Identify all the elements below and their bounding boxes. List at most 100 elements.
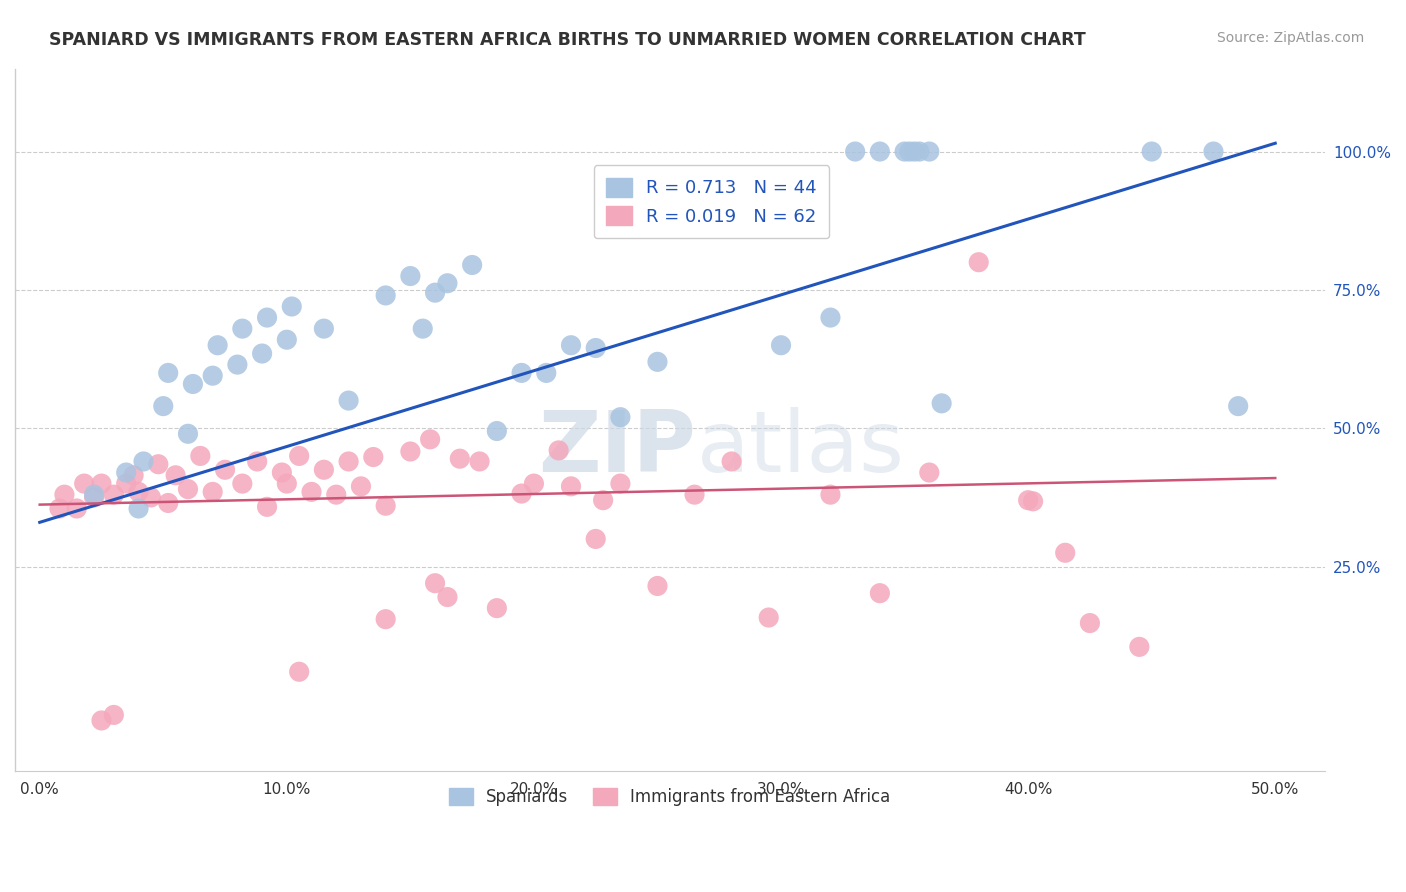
Point <box>918 145 941 159</box>
Point <box>609 476 631 491</box>
Point <box>1078 615 1101 630</box>
Point <box>139 491 162 505</box>
Point <box>207 338 229 352</box>
Point <box>898 145 921 159</box>
Point <box>510 486 533 500</box>
Point <box>485 424 508 438</box>
Text: ZIP: ZIP <box>538 407 696 490</box>
Point <box>908 145 931 159</box>
Point <box>449 451 471 466</box>
Point <box>363 450 385 464</box>
Point <box>201 484 224 499</box>
Point <box>152 399 174 413</box>
Point <box>1128 640 1150 654</box>
Point <box>132 454 155 468</box>
Point <box>312 463 335 477</box>
Point <box>276 333 298 347</box>
Point <box>1017 493 1039 508</box>
Point <box>560 338 582 352</box>
Point <box>931 396 953 410</box>
Point <box>90 714 112 728</box>
Point <box>399 444 422 458</box>
Point <box>1054 546 1077 560</box>
Point <box>758 610 780 624</box>
Point <box>374 612 396 626</box>
Point <box>103 488 125 502</box>
Point <box>201 368 224 383</box>
Point <box>256 500 278 514</box>
Point <box>231 476 253 491</box>
Point <box>647 355 669 369</box>
Point <box>585 341 607 355</box>
Point <box>683 488 706 502</box>
Point <box>83 488 105 502</box>
Point <box>115 466 138 480</box>
Point <box>1140 145 1163 159</box>
Point <box>276 476 298 491</box>
Point <box>374 288 396 302</box>
Point <box>903 145 925 159</box>
Point <box>103 707 125 722</box>
Point <box>436 277 458 291</box>
Point <box>720 454 742 468</box>
Point <box>288 665 311 679</box>
Point <box>918 466 941 480</box>
Point <box>181 376 204 391</box>
Point <box>399 268 422 283</box>
Point <box>226 358 249 372</box>
Point <box>157 496 180 510</box>
Point <box>523 476 546 491</box>
Point <box>510 366 533 380</box>
Point <box>468 454 491 468</box>
Point <box>83 491 105 505</box>
Point <box>250 346 273 360</box>
Point <box>128 501 150 516</box>
Point <box>177 482 200 496</box>
Point <box>585 532 607 546</box>
Point <box>436 590 458 604</box>
Point <box>177 426 200 441</box>
Point <box>869 586 891 600</box>
Point <box>560 479 582 493</box>
Point <box>128 484 150 499</box>
Point <box>48 501 70 516</box>
Point <box>536 366 558 380</box>
Point <box>350 479 373 493</box>
Point <box>1227 399 1250 413</box>
Point <box>769 338 792 352</box>
Point <box>214 463 236 477</box>
Point <box>231 321 253 335</box>
Point <box>419 433 441 447</box>
Point <box>281 300 304 314</box>
Point <box>246 454 269 468</box>
Point <box>423 285 446 300</box>
Point <box>374 499 396 513</box>
Point <box>461 258 484 272</box>
Point <box>90 476 112 491</box>
Point <box>53 488 76 502</box>
Point <box>270 466 292 480</box>
Point <box>592 493 614 508</box>
Text: SPANIARD VS IMMIGRANTS FROM EASTERN AFRICA BIRTHS TO UNMARRIED WOMEN CORRELATION: SPANIARD VS IMMIGRANTS FROM EASTERN AFRI… <box>49 31 1085 49</box>
Point <box>157 366 180 380</box>
Point <box>1202 145 1225 159</box>
Text: Source: ZipAtlas.com: Source: ZipAtlas.com <box>1216 31 1364 45</box>
Point <box>609 410 631 425</box>
Legend: Spaniards, Immigrants from Eastern Africa: Spaniards, Immigrants from Eastern Afric… <box>440 778 900 816</box>
Point <box>188 449 211 463</box>
Point <box>647 579 669 593</box>
Point <box>1022 494 1045 508</box>
Point <box>115 476 138 491</box>
Point <box>869 145 891 159</box>
Point <box>967 255 990 269</box>
Point <box>165 468 187 483</box>
Point <box>485 601 508 615</box>
Point <box>844 145 866 159</box>
Point <box>301 484 323 499</box>
Point <box>423 576 446 591</box>
Text: atlas: atlas <box>697 407 905 490</box>
Point <box>312 321 335 335</box>
Point <box>66 501 89 516</box>
Point <box>325 488 347 502</box>
Point <box>288 449 311 463</box>
